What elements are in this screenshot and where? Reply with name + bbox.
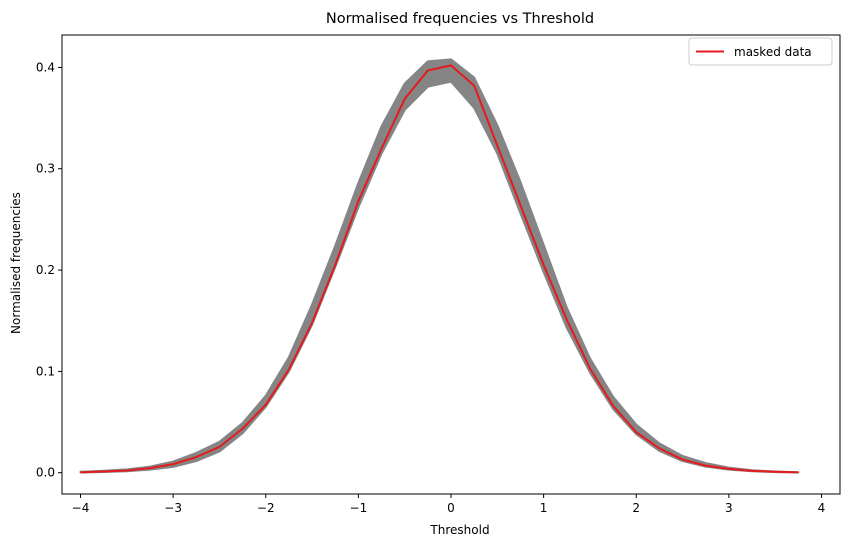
axes: −4 −3 −2 −1 0 1 2 3 4 0.0 0.1 0.2 0.3 0.4: [36, 34, 841, 515]
y-tick-label: 0.0: [36, 466, 55, 480]
x-tick-label: 1: [540, 501, 548, 515]
x-axis-label: Threshold: [429, 523, 489, 537]
x-tick-label: −2: [257, 501, 275, 515]
y-tick-label: 0.1: [36, 364, 55, 378]
x-tick-label: −3: [164, 501, 182, 515]
legend-label-masked-data: masked data: [734, 45, 812, 59]
legend-box: [688, 37, 833, 66]
plot-area: [79, 58, 800, 474]
x-tick-label: −1: [350, 501, 368, 515]
y-tick-label: 0.4: [36, 60, 55, 74]
legend: masked data: [688, 37, 833, 66]
x-tick-label: −4: [72, 501, 90, 515]
y-axis-label: Normalised frequencies: [9, 192, 23, 334]
y-tick-label: 0.3: [36, 162, 55, 176]
y-tick-label: 0.2: [36, 263, 55, 277]
series-line-0: [80, 64, 799, 474]
chart-title: Normalised frequencies vs Threshold: [326, 11, 594, 27]
x-tick-label: 3: [725, 501, 733, 515]
x-tick-label: 0: [447, 501, 455, 515]
x-tick-label: 4: [818, 501, 826, 515]
x-tick-label: 2: [632, 501, 640, 515]
